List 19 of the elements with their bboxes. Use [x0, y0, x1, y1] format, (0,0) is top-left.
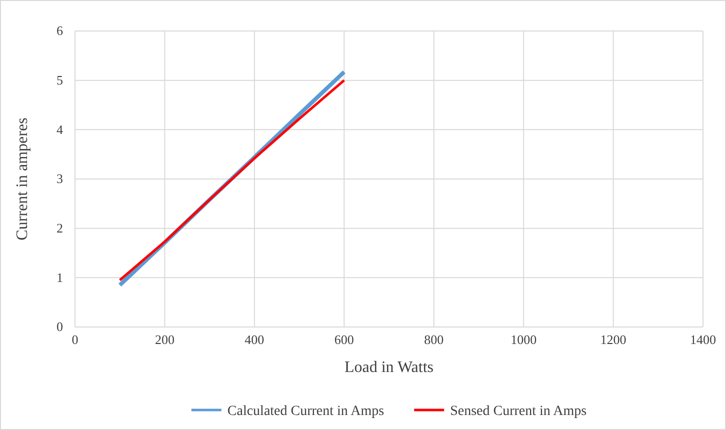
x-tick-label: 400	[244, 332, 264, 348]
y-tick-label: 5	[56, 72, 63, 88]
x-tick-label: 0	[72, 332, 78, 348]
y-tick-label: 0	[56, 319, 63, 334]
x-axis-title: Load in Watts	[344, 359, 434, 376]
y-tick-label: 3	[56, 171, 63, 186]
x-tick-label: 1000	[510, 332, 537, 348]
legend-label: Calculated Current in Amps	[227, 404, 384, 419]
x-tick-label: 1200	[600, 332, 626, 348]
y-tick-label: 4	[56, 122, 64, 137]
x-tick-label: 800	[424, 332, 444, 348]
y-axis-title: Current in amperes	[14, 118, 31, 240]
x-tick-label: 200	[154, 332, 174, 348]
legend-label: Sensed Current in Amps	[450, 404, 587, 419]
x-tick-label: 1400	[690, 332, 716, 348]
y-tick-label: 6	[56, 23, 64, 38]
y-tick-label: 1	[56, 270, 63, 285]
x-tick-label: 600	[334, 332, 354, 348]
y-tick-label: 2	[56, 220, 63, 236]
